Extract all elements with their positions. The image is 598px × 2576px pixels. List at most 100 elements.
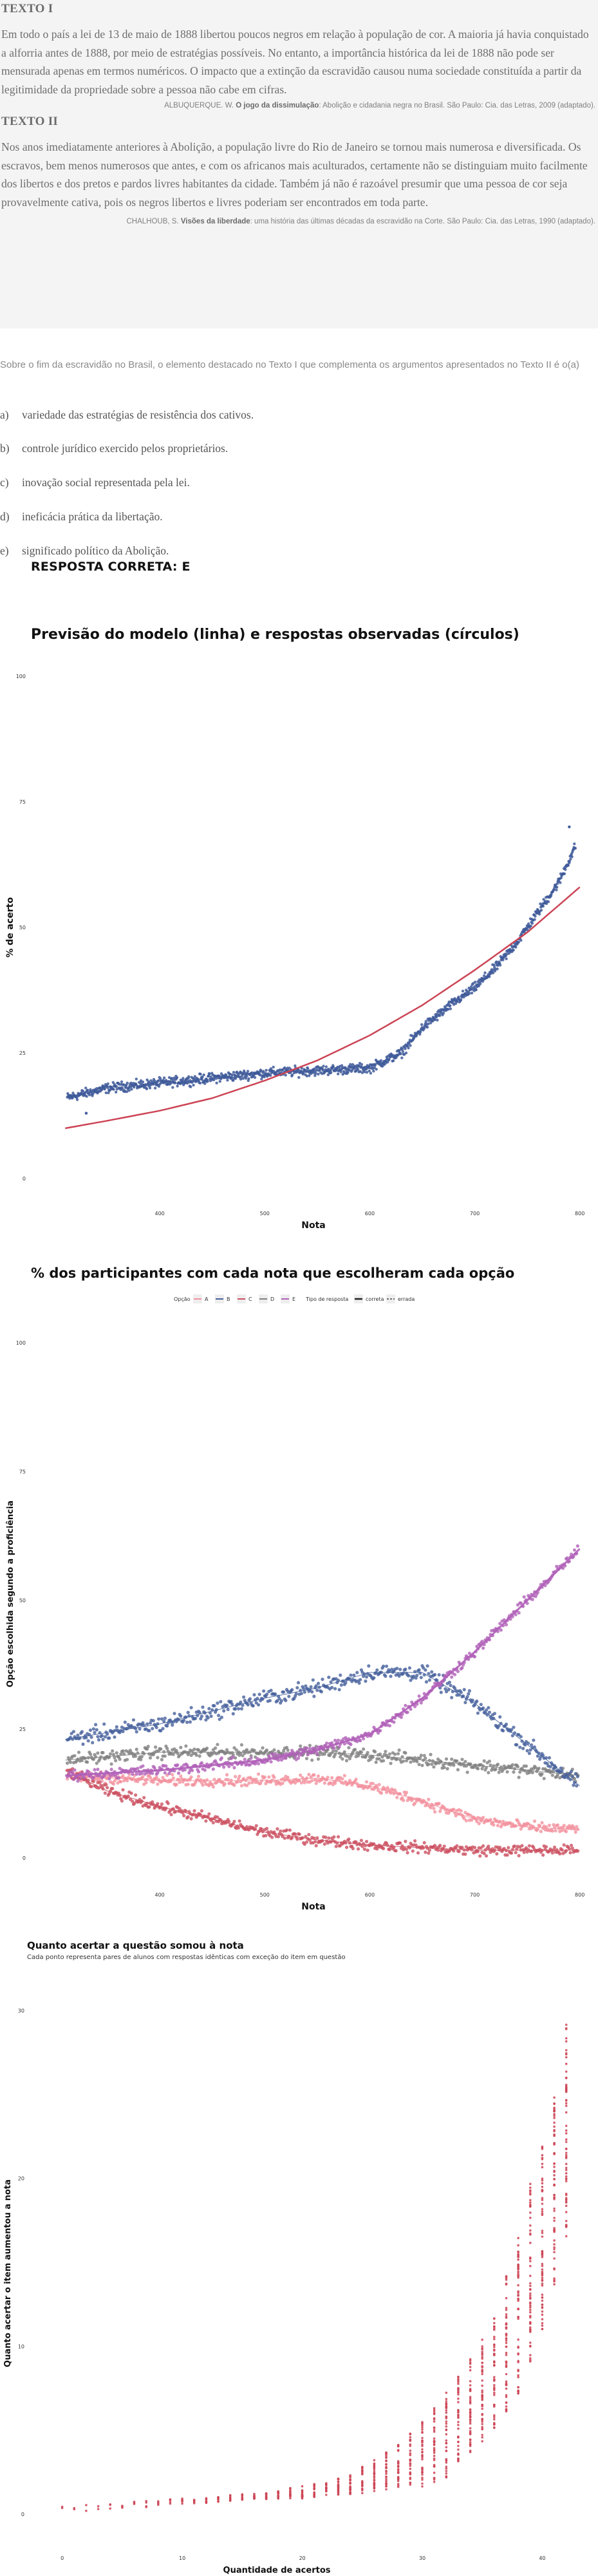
point-option-A xyxy=(141,1775,145,1779)
option-letter: d) xyxy=(0,510,10,523)
point-option-D xyxy=(126,1757,129,1761)
data-point xyxy=(421,2431,424,2434)
point-option-A xyxy=(538,1824,542,1828)
point-option-A xyxy=(377,1783,381,1786)
data-point xyxy=(541,2157,544,2159)
point-option-D xyxy=(134,1754,138,1758)
point-option-B xyxy=(479,1703,483,1707)
point-option-E xyxy=(296,1756,301,1760)
option-d[interactable]: d) ineficácia prática da libertação. xyxy=(0,510,163,524)
point-option-B xyxy=(437,1673,441,1677)
point-option-C xyxy=(364,1839,369,1844)
data-point xyxy=(85,2510,88,2512)
point-option-E xyxy=(73,1768,77,1772)
data-point xyxy=(332,1065,335,1068)
point-option-B xyxy=(512,1725,516,1729)
point-option-C xyxy=(502,1846,506,1851)
data-point xyxy=(421,2469,424,2472)
data-point xyxy=(481,2434,483,2436)
point-option-D xyxy=(455,1759,459,1763)
point-option-C xyxy=(522,1850,526,1854)
point-option-C xyxy=(455,1844,459,1848)
point-option-D xyxy=(194,1753,198,1757)
data-point xyxy=(553,2177,556,2181)
data-point xyxy=(493,2383,496,2387)
data-point xyxy=(409,2436,412,2439)
data-point xyxy=(192,1083,195,1087)
data-point xyxy=(541,2249,544,2253)
data-point xyxy=(374,1063,377,1066)
data-point xyxy=(493,2414,496,2417)
data-point xyxy=(519,939,523,942)
data-point xyxy=(517,2299,519,2302)
data-point xyxy=(553,2152,556,2155)
point-option-C xyxy=(160,1802,164,1806)
outlier-point xyxy=(84,1112,88,1115)
point-option-B xyxy=(131,1718,135,1722)
point-option-B xyxy=(510,1734,514,1738)
data-point xyxy=(529,2302,532,2305)
x-tick-label: 600 xyxy=(365,1211,375,1217)
point-option-B xyxy=(199,1717,203,1721)
data-point xyxy=(529,2186,532,2189)
point-option-E xyxy=(480,1640,484,1643)
point-option-C xyxy=(495,1852,499,1856)
y-tick-label: 100 xyxy=(16,674,26,679)
point-option-E xyxy=(220,1756,223,1760)
point-option-B xyxy=(327,1675,331,1680)
point-option-C xyxy=(288,1828,292,1832)
data-point xyxy=(505,2327,508,2330)
point-option-E xyxy=(231,1755,235,1759)
point-option-A xyxy=(470,1818,474,1822)
point-option-B xyxy=(242,1695,246,1699)
data-point xyxy=(505,2351,508,2354)
point-option-C xyxy=(129,1791,133,1795)
data-point xyxy=(457,2427,460,2430)
data-point xyxy=(529,2183,532,2185)
data-point xyxy=(245,1074,248,1078)
point-option-A xyxy=(119,1780,123,1784)
point-option-A xyxy=(126,1779,129,1783)
data-point xyxy=(553,2116,556,2119)
data-point xyxy=(325,2486,328,2488)
data-point xyxy=(361,2487,364,2490)
option-e[interactable]: e) significado político da Abolição. xyxy=(0,544,169,558)
data-point xyxy=(265,2497,268,2500)
point-option-A xyxy=(312,1773,316,1777)
data-point xyxy=(477,984,481,988)
point-option-B xyxy=(252,1693,256,1697)
data-point xyxy=(305,1074,308,1077)
point-option-A xyxy=(247,1781,251,1785)
data-point xyxy=(449,1004,452,1007)
point-option-D xyxy=(184,1744,188,1748)
data-point xyxy=(218,1080,221,1083)
data-point xyxy=(505,2387,508,2390)
point-option-A xyxy=(174,1783,178,1786)
data-point xyxy=(373,2478,376,2481)
data-point xyxy=(505,2361,508,2364)
x-axis-label: Nota xyxy=(301,1220,325,1231)
data-point xyxy=(289,2490,292,2493)
data-point xyxy=(529,2190,532,2193)
point-option-D xyxy=(556,1773,560,1777)
trend-option-C xyxy=(65,1770,580,1851)
x-tick-label: 700 xyxy=(470,1892,480,1898)
point-option-D xyxy=(66,1761,70,1765)
point-option-D xyxy=(510,1763,514,1766)
option-b[interactable]: b) controle jurídico exercido pelos propr… xyxy=(0,442,228,455)
data-point xyxy=(529,2217,532,2219)
data-point xyxy=(373,2482,376,2485)
point-option-B xyxy=(216,1701,220,1705)
data-point xyxy=(397,2465,400,2468)
option-a[interactable]: a) variedade das estratégias de resistênc… xyxy=(0,408,254,422)
point-option-E xyxy=(76,1779,80,1783)
data-point xyxy=(565,2040,568,2043)
point-option-C xyxy=(98,1781,102,1785)
option-c[interactable]: c) inovação social representada pela lei. xyxy=(0,476,190,489)
point-option-C xyxy=(151,1800,154,1804)
data-point xyxy=(565,2152,568,2154)
point-option-D xyxy=(111,1749,115,1753)
data-point xyxy=(409,2438,412,2441)
point-option-B xyxy=(182,1718,186,1722)
